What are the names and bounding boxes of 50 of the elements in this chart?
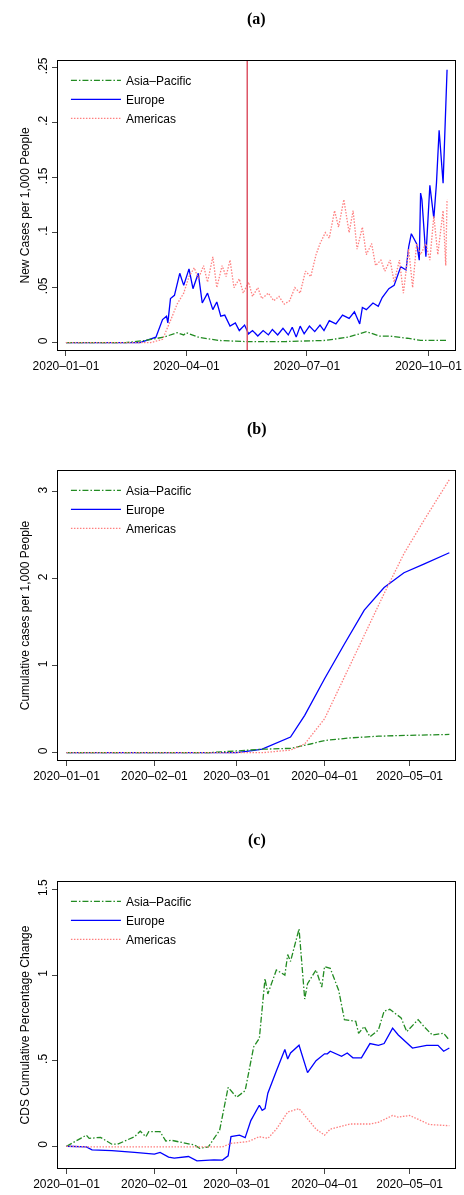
y-axis-title: New Cases per 1,000 People [17,127,32,284]
x-tick-label: 2020–02–01 [121,769,189,784]
line-series [65,1107,450,1148]
x-tick-label: 2020–04–01 [291,1177,359,1192]
y-tick-label: 0 [36,337,51,345]
legend-label: Asia–Pacific [125,483,192,498]
x-tick-label: 2020–03–01 [203,769,271,784]
y-axis-title: Cumulative cases per 1,000 People [17,520,32,711]
line-series [65,928,450,1149]
line-series [65,733,450,754]
x-tick-label: 2020–02–01 [121,1177,189,1192]
legend-label: Asia–Pacific [125,73,192,88]
x-tick-label: 2020–10–01 [395,359,463,374]
legend-label: Americas [125,111,176,126]
legend-label: Asia–Pacific [125,894,192,909]
x-tick-label: 2020–03–01 [203,1177,271,1192]
y-tick-label: 0 [36,1140,51,1148]
x-tick-label: 2020–01–01 [32,359,100,374]
legend-label: Americas [125,521,176,536]
chart-title: (a) [247,10,266,28]
y-tick-label: 2 [36,573,51,581]
legend-label: Europe [125,92,165,107]
line-series [65,198,448,344]
x-tick-label: 2020–05–01 [376,1177,444,1192]
y-tick-label: 0 [36,747,51,755]
y-tick-label: 3 [36,486,51,494]
x-tick-label: 2020–01–01 [33,1177,101,1192]
y-tick-label: .1 [36,225,51,236]
x-tick-label: 2020–01–01 [33,769,101,784]
x-tick-label: 2020–05–01 [376,769,444,784]
y-tick-label: .2 [36,115,51,126]
line-series [65,479,450,754]
y-tick-label: .15 [36,167,51,185]
x-tick-label: 2020–04–01 [152,359,221,374]
legend-label: Europe [125,502,165,517]
chart-title: (b) [247,420,267,438]
y-tick-label: 1 [36,969,51,977]
y-tick-label: .25 [36,57,51,75]
x-tick-label: 2020–07–01 [273,359,341,374]
x-tick-label: 2020–04–01 [291,769,359,784]
chart-title: (c) [248,831,266,849]
y-tick-label: .5 [36,1053,51,1064]
legend-label: Europe [125,913,165,928]
y-tick-label: 1.5 [36,879,51,897]
line-series [65,1027,450,1162]
line-series [65,330,448,344]
legend-label: Americas [125,932,176,947]
y-tick-label: .05 [36,277,51,295]
y-tick-label: 1 [36,660,51,668]
y-axis-title: CDS Cumulative Percentage Change [17,925,32,1125]
